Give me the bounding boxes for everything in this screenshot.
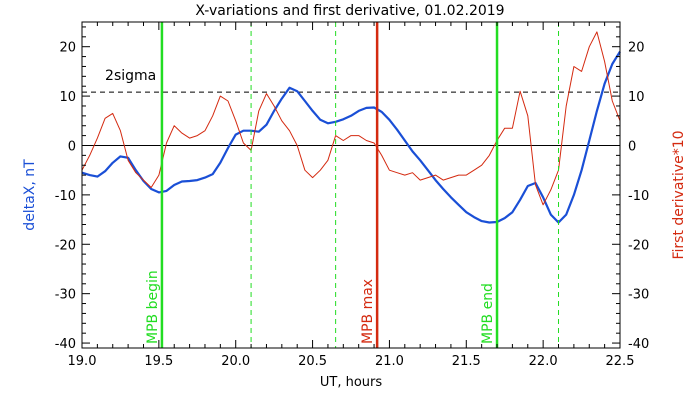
sigma-label: 2sigma — [105, 68, 156, 84]
y-tick-label-left: 10 — [59, 90, 76, 105]
y-axis-left-label: deltaX, nT — [22, 159, 38, 231]
y-tick-label-right: -10 — [628, 189, 649, 204]
x-tick-label: 19.0 — [68, 354, 97, 369]
chart-title: X-variations and first derivative, 01.02… — [195, 3, 504, 19]
series-line-deltax — [81, 51, 621, 224]
y-tick-label-left: -30 — [55, 288, 76, 303]
series-layer — [81, 31, 621, 224]
sigma-layer: 2sigma — [82, 68, 620, 146]
y-tick-label-right: 20 — [628, 41, 645, 56]
y-tick-label-left: -10 — [55, 189, 76, 204]
x-tick-label: 21.0 — [375, 354, 404, 369]
axes: 19.0 19.5 20.0 20.5 21.0 21.5 22.0 22.5 -40 -40 -3… — [55, 21, 649, 369]
y-tick-label-right: 10 — [628, 90, 645, 105]
y-tick-label-left: 20 — [59, 41, 76, 56]
series-line-derivative — [81, 31, 621, 206]
vline-label-1: MPB max — [360, 279, 376, 344]
x-axis-label: UT, hours — [320, 375, 382, 390]
y-tick-label-left: -20 — [55, 238, 76, 253]
vline-label-2: MPB end — [480, 283, 496, 344]
x-tick-label: 19.5 — [144, 354, 173, 369]
vertical-markers: MPB begin MPB max MPB end — [145, 22, 560, 348]
y-tick-label-right: 0 — [628, 139, 636, 154]
y-tick-label-right: -40 — [628, 337, 649, 352]
x-tick-label: 22.5 — [606, 354, 635, 369]
y-tick-label-right: -20 — [628, 238, 649, 253]
y-tick-label-left: 0 — [68, 139, 76, 154]
x-tick-label: 20.0 — [221, 354, 250, 369]
y-tick-label-left: -40 — [55, 337, 76, 352]
x-tick-label: 22.0 — [529, 354, 558, 369]
y-axis-right-label: First derivative*10 — [671, 130, 687, 259]
y-tick-label-right: -30 — [628, 288, 649, 303]
x-tick-label: 20.5 — [298, 354, 327, 369]
x-tick-label: 21.5 — [452, 354, 481, 369]
vline-label-0: MPB begin — [145, 270, 161, 344]
